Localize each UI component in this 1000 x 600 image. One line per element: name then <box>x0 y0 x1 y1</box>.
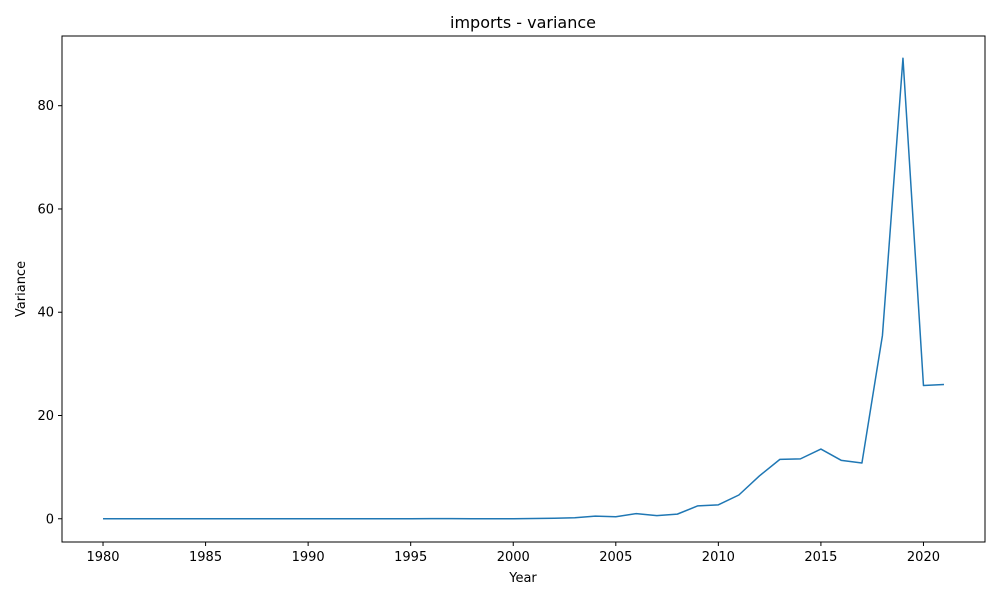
x-tick-label: 2015 <box>804 550 837 565</box>
x-tick-label: 1990 <box>292 550 325 565</box>
x-tick-label: 1980 <box>86 550 119 565</box>
x-tick-label: 2010 <box>702 550 735 565</box>
y-tick-label: 20 <box>37 409 54 424</box>
y-tick-label: 0 <box>46 512 54 527</box>
x-tick-label: 1985 <box>189 550 222 565</box>
axes-frame <box>61 35 986 543</box>
x-axis: 1980 1985 1990 1995 2000 2005 2010 2015 2020 <box>86 542 940 565</box>
y-tick-label: 60 <box>37 202 54 217</box>
series-line-variance <box>103 57 945 520</box>
y-axis: 0 20 40 60 80 <box>37 99 62 527</box>
x-tick-label: 2000 <box>497 550 530 565</box>
y-tick-label: 80 <box>37 99 54 114</box>
plot-area <box>103 57 945 520</box>
x-tick-label: 1995 <box>394 550 427 565</box>
y-axis-label: Variance <box>14 261 29 317</box>
x-axis-label: Year <box>508 571 537 586</box>
y-tick-label: 40 <box>37 306 54 321</box>
chart-title: imports - variance <box>450 13 596 32</box>
x-tick-label: 2005 <box>599 550 632 565</box>
x-tick-label: 2020 <box>907 550 940 565</box>
